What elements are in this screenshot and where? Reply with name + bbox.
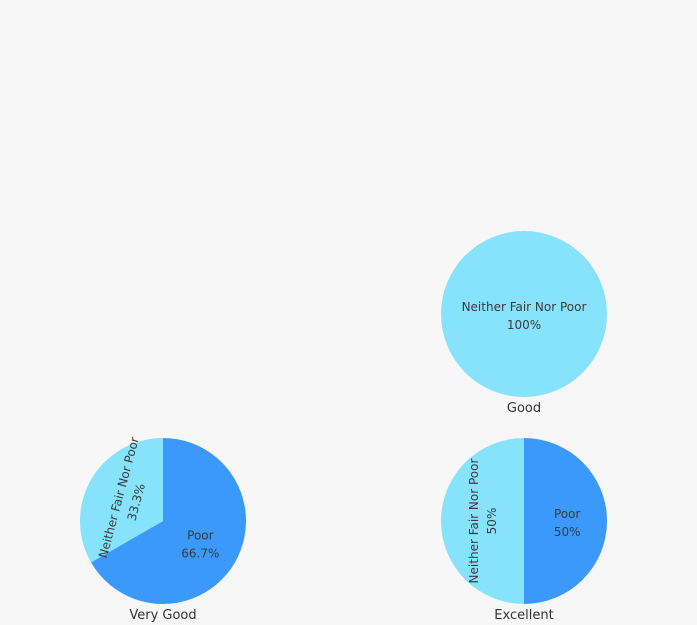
pie-very-good: Poor 66.7%Neither Fair Nor Poor33.3%Very …	[80, 435, 246, 623]
slice-label: Neither Fair Nor Poor 50%	[467, 459, 499, 584]
slice-percent-text: 100%	[507, 318, 541, 332]
slice-percent-text: 50%	[485, 508, 499, 535]
pie-slice	[80, 438, 163, 563]
pie-excellent: Poor 50% Neither Fair Nor Poor 50% Excellent	[441, 438, 607, 623]
pie-slice	[441, 231, 607, 397]
pie-title: Excellent	[494, 608, 553, 623]
slice-label: Poor 66.7%	[181, 529, 219, 561]
slice-category-text: Neither Fair Nor Poor	[462, 300, 587, 314]
slice-category-text: Neither Fair Nor Poor	[467, 459, 481, 584]
pie-slice	[441, 438, 524, 604]
slice-label: Neither Fair Nor Poor 100%	[462, 300, 587, 332]
slice-category-text: Poor	[554, 507, 580, 521]
slice-label: Poor 50%	[554, 507, 581, 539]
pie-slice	[524, 438, 607, 604]
pie-slice	[91, 438, 246, 604]
slice-percent-text: 50%	[554, 525, 581, 539]
pie-title: Good	[507, 401, 541, 416]
slice-percent-text: 66.7%	[181, 547, 219, 561]
pie-good: Neither Fair Nor Poor 100% Good	[441, 231, 607, 416]
pie-title: Very Good	[129, 608, 196, 623]
slice-category-text: Poor	[187, 529, 213, 543]
